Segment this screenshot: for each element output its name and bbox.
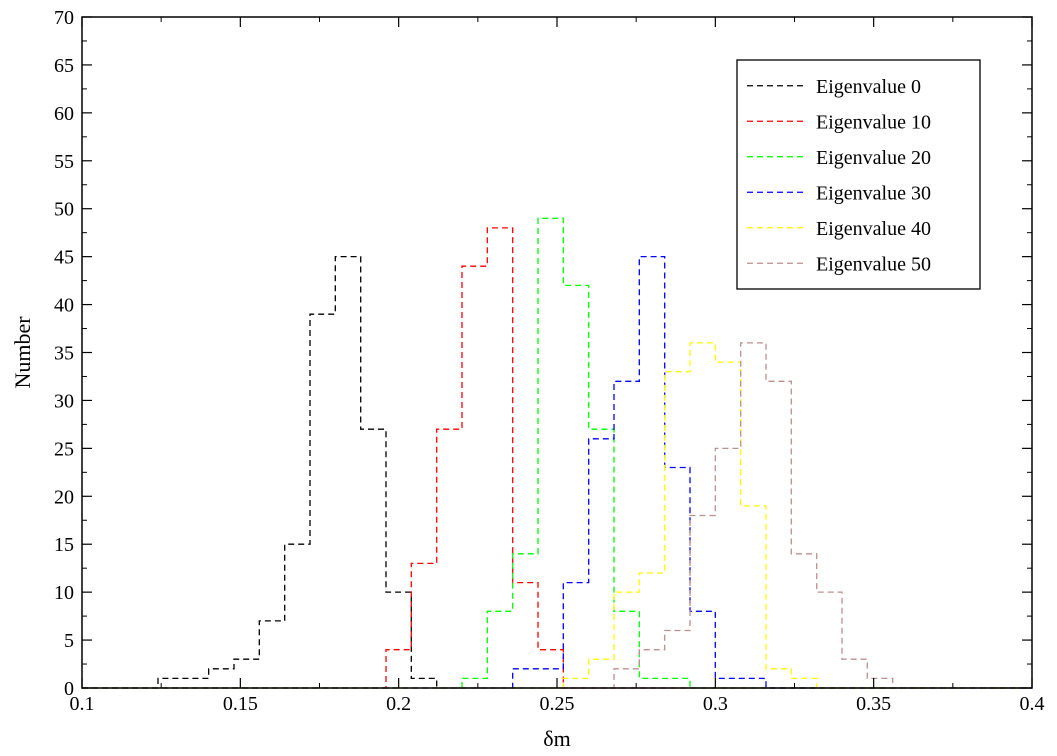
y-tick-label: 40 — [54, 295, 74, 317]
legend-label: Eigenvalue 40 — [816, 218, 931, 240]
x-axis-label: δm — [543, 726, 570, 751]
legend-label: Eigenvalue 30 — [816, 182, 931, 204]
y-tick-label: 35 — [54, 343, 74, 365]
legend: Eigenvalue 0 Eigenvalue 10 Eigenvalue 20 Ei… — [736, 59, 981, 290]
series-line-eigenvalue-2 — [82, 217, 1032, 689]
y-tick-label: 70 — [54, 7, 74, 29]
series-line-eigenvalue-4 — [82, 342, 1032, 689]
legend-label: Eigenvalue 20 — [816, 147, 931, 169]
x-tick-label: 0.3 — [703, 693, 728, 715]
x-tick-label: 0.1 — [70, 693, 95, 715]
y-tick-label: 15 — [54, 534, 74, 556]
series-line-eigenvalue-0 — [82, 255, 1032, 689]
legend-label: Eigenvalue 10 — [816, 111, 931, 133]
tick-layer: 0.1 0.15 0.2 0.25 0.3 0.35 0.4 0 5 10 15 20 25 30 35 40… — [54, 7, 1045, 715]
y-tick-label: 60 — [54, 103, 74, 125]
y-tick-label: 50 — [54, 199, 74, 221]
legend-label: Eigenvalue 0 — [816, 76, 921, 98]
y-tick-label: 65 — [54, 55, 74, 77]
series-layer — [82, 217, 1032, 689]
y-tick-label: 5 — [64, 630, 74, 652]
x-tick-label: 0.2 — [386, 693, 411, 715]
y-tick-label: 45 — [54, 247, 74, 269]
series-line-eigenvalue-3 — [82, 255, 1032, 689]
y-tick-label: 55 — [54, 151, 74, 173]
y-axis-label: Number — [10, 316, 35, 389]
y-tick-label: 10 — [54, 582, 74, 604]
y-tick-label: 25 — [54, 438, 74, 460]
x-tick-label: 0.15 — [223, 693, 258, 715]
x-tick-label: 0.25 — [540, 693, 575, 715]
y-tick-label: 20 — [54, 486, 74, 508]
x-tick-label: 0.35 — [856, 693, 891, 715]
series-line-eigenvalue-1 — [82, 227, 1032, 689]
y-tick-label: 0 — [64, 678, 74, 700]
x-tick-label: 0.4 — [1020, 693, 1045, 715]
y-tick-label: 30 — [54, 390, 74, 412]
legend-box — [736, 59, 981, 290]
legend-label: Eigenvalue 50 — [816, 253, 931, 275]
series-line-eigenvalue-5 — [82, 342, 1032, 689]
